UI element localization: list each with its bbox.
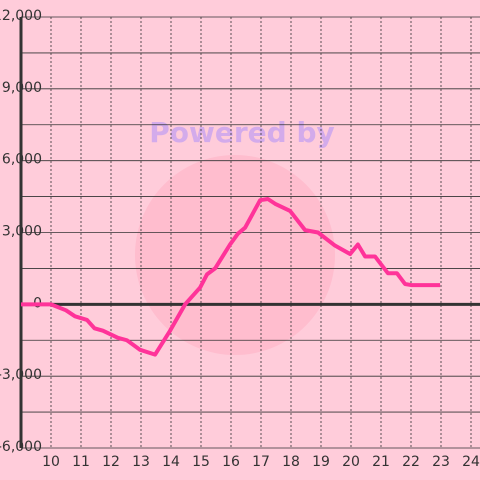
x-tick-label: 22 [402, 454, 420, 470]
watermark: Powered by [149, 116, 335, 149]
x-tick-label: 21 [372, 454, 390, 470]
x-tick-label: 17 [252, 454, 270, 470]
y-tick-label: 12,000 [0, 8, 42, 24]
data-line [21, 196, 441, 357]
x-tick-label: 19 [312, 454, 330, 470]
x-tick-label: 24 [462, 454, 480, 470]
x-tick-label: 13 [132, 454, 150, 470]
x-tick-label: 18 [282, 454, 300, 470]
x-tick-label: 15 [192, 454, 210, 470]
x-tick-label: 10 [42, 454, 60, 470]
x-tick-label: 14 [162, 454, 180, 470]
x-tick-label: 23 [432, 454, 450, 470]
x-tick-label: 11 [72, 454, 90, 470]
watermark-image [135, 155, 335, 355]
x-tick-label: 20 [342, 454, 360, 470]
x-tick-label: 12 [102, 454, 120, 470]
x-tick-label: 16 [222, 454, 240, 470]
